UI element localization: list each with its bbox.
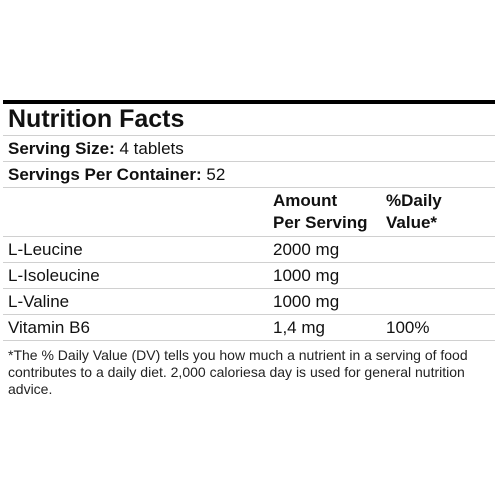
nutrient-daily-value: 100%	[386, 318, 430, 337]
servings-per-container-row: Servings Per Container: 52	[3, 162, 495, 188]
serving-size-row: Serving Size: 4 tablets	[3, 136, 495, 162]
table-row: L-Leucine 2000 mg	[3, 237, 495, 263]
dv-header-line2: Value*	[386, 213, 438, 232]
daily-value-header: %Daily Value*	[386, 190, 442, 234]
serving-size-value: 4 tablets	[119, 139, 184, 158]
nutrient-name: L-Valine	[8, 292, 70, 311]
daily-value-footnote: *The % Daily Value (DV) tells you how mu…	[8, 347, 468, 397]
servings-per-container-value: 52	[206, 165, 226, 184]
nutrient-name: L-Isoleucine	[8, 266, 100, 285]
nutrient-amount: 1000 mg	[273, 266, 340, 285]
servings-per-container-label: Servings Per Container:	[8, 165, 202, 184]
amount-header-line2: Per Serving	[273, 213, 368, 232]
amount-per-serving-header: Amount Per Serving	[273, 190, 368, 234]
table-header: Amount Per Serving %Daily Value*	[3, 188, 495, 237]
amount-header-line1: Amount	[273, 191, 338, 210]
nutrient-name: Vitamin B6	[8, 318, 90, 337]
table-row: Vitamin B6 1,4 mg 100%	[3, 315, 495, 341]
nutrition-facts-panel: Nutrition Facts Serving Size: 4 tablets …	[3, 100, 495, 398]
nutrient-amount: 1,4 mg	[273, 318, 325, 337]
nutrition-facts-title: Nutrition Facts	[3, 104, 495, 136]
dv-header-line1: %Daily	[386, 191, 442, 210]
table-row: L-Valine 1000 mg	[3, 289, 495, 315]
nutrient-amount: 2000 mg	[273, 240, 340, 259]
table-row: L-Isoleucine 1000 mg	[3, 263, 495, 289]
nutrient-name: L-Leucine	[8, 240, 83, 259]
nutrient-amount: 1000 mg	[273, 292, 340, 311]
serving-size-label: Serving Size:	[8, 139, 115, 158]
